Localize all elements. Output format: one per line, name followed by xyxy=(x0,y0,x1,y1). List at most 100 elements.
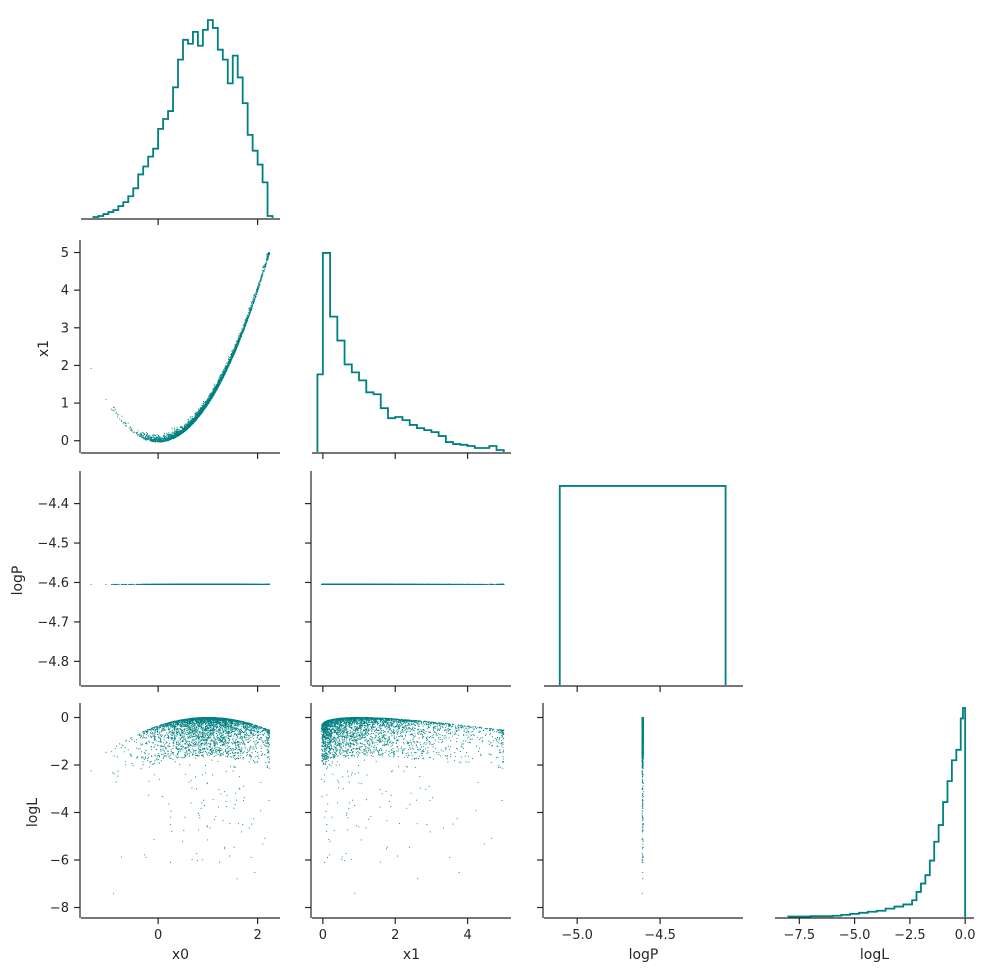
point xyxy=(215,391,216,392)
point xyxy=(251,303,252,304)
point xyxy=(176,429,177,430)
point xyxy=(229,357,230,358)
point xyxy=(233,349,234,350)
point xyxy=(249,312,250,313)
point xyxy=(235,344,236,345)
point xyxy=(166,437,167,438)
y-axis-label: x1 xyxy=(36,340,52,357)
point xyxy=(112,410,113,411)
point xyxy=(155,441,156,442)
point xyxy=(91,584,92,585)
point xyxy=(171,433,172,434)
point xyxy=(245,320,246,321)
point xyxy=(201,409,202,410)
point xyxy=(146,439,147,440)
point xyxy=(253,297,254,298)
point xyxy=(244,326,245,327)
point xyxy=(195,421,196,422)
point xyxy=(204,404,205,405)
point xyxy=(186,429,187,430)
point xyxy=(116,412,117,413)
point xyxy=(207,402,208,403)
y-tick-label: 0 xyxy=(61,434,69,449)
point xyxy=(262,267,263,268)
point xyxy=(190,416,191,417)
point xyxy=(117,414,118,415)
point xyxy=(255,292,256,293)
point xyxy=(250,308,251,309)
point xyxy=(152,437,153,438)
point xyxy=(258,287,259,288)
point xyxy=(202,411,203,412)
point xyxy=(201,411,202,412)
point xyxy=(249,309,250,310)
point xyxy=(143,435,144,436)
point xyxy=(174,429,175,430)
point xyxy=(235,350,236,351)
point xyxy=(251,310,252,311)
point xyxy=(140,434,141,435)
point xyxy=(252,305,253,306)
point xyxy=(176,431,177,432)
point xyxy=(200,414,201,415)
point xyxy=(190,417,191,418)
point xyxy=(211,395,212,396)
point xyxy=(174,434,175,435)
point xyxy=(184,429,185,430)
point xyxy=(206,405,207,406)
point xyxy=(255,296,256,297)
point xyxy=(159,436,160,437)
point xyxy=(227,367,228,368)
point xyxy=(150,436,151,437)
point xyxy=(146,432,147,433)
point xyxy=(187,424,188,425)
point xyxy=(266,260,267,261)
point xyxy=(228,362,229,363)
point xyxy=(219,377,220,378)
point xyxy=(237,343,238,344)
point xyxy=(205,407,206,408)
point xyxy=(196,419,197,420)
point xyxy=(262,270,263,271)
point xyxy=(128,423,129,424)
point xyxy=(198,411,199,412)
point xyxy=(147,438,148,439)
point xyxy=(171,436,172,437)
point xyxy=(144,439,145,440)
point xyxy=(240,333,241,334)
point xyxy=(248,316,249,317)
point xyxy=(151,440,152,441)
point xyxy=(214,385,215,386)
point xyxy=(211,396,212,397)
point xyxy=(156,440,157,441)
point xyxy=(147,434,148,435)
point xyxy=(130,427,131,428)
point xyxy=(213,395,214,396)
point xyxy=(207,398,208,399)
point xyxy=(268,254,269,255)
y-tick-label: 2 xyxy=(61,359,69,374)
point xyxy=(178,429,179,430)
point xyxy=(144,433,145,434)
point xyxy=(185,425,186,426)
point xyxy=(146,435,147,436)
point xyxy=(230,362,231,363)
point xyxy=(203,407,204,408)
point xyxy=(221,373,222,374)
point xyxy=(137,434,138,435)
point xyxy=(261,277,262,278)
point xyxy=(171,437,172,438)
point xyxy=(168,435,169,436)
point xyxy=(125,422,126,423)
point xyxy=(241,328,242,329)
point xyxy=(208,402,209,403)
point xyxy=(201,412,202,413)
point xyxy=(210,400,211,401)
point xyxy=(235,348,236,349)
point xyxy=(136,433,137,434)
point xyxy=(194,420,195,421)
point xyxy=(234,348,235,349)
point xyxy=(219,383,220,384)
point xyxy=(139,436,140,437)
point xyxy=(198,415,199,416)
